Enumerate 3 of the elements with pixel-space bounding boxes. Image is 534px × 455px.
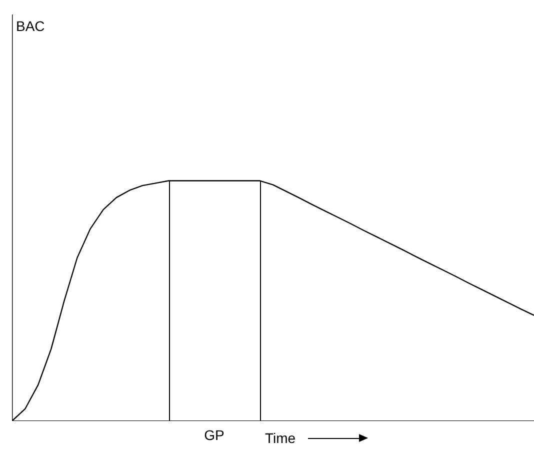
text: GP: [204, 427, 224, 443]
x-axis-title: Time: [265, 430, 296, 446]
text: BAC: [16, 18, 45, 34]
